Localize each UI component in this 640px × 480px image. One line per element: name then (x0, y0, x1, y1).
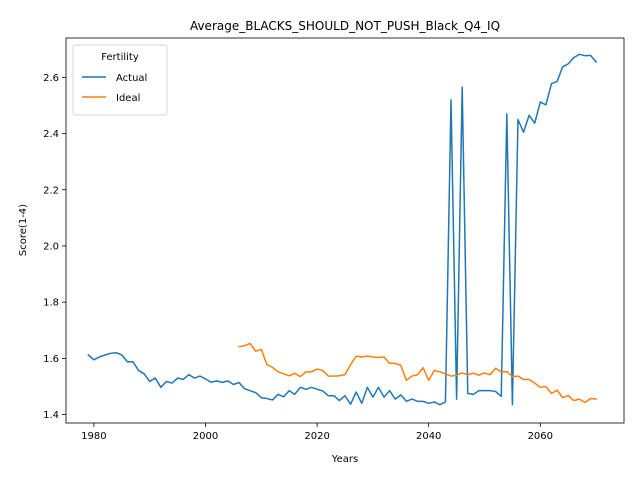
series-line-ideal (238, 342, 597, 404)
y-tick-label: 2.4 (43, 129, 59, 140)
series-line-actual (87, 53, 598, 406)
y-tick-label: 2.2 (43, 185, 59, 196)
x-tick-label: 2000 (193, 431, 218, 442)
y-tick-label: 2.6 (43, 73, 59, 84)
legend-label-actual: Actual (116, 73, 147, 84)
x-tick-label: 1980 (81, 431, 106, 442)
y-tick-label: 2.0 (43, 241, 59, 252)
chart-title: Average_BLACKS_SHOULD_NOT_PUSH_Black_Q4_… (190, 19, 500, 33)
x-tick-label: 2060 (528, 431, 553, 442)
x-axis-title: Years (331, 454, 358, 465)
legend-title: Fertility (101, 52, 139, 63)
y-tick-label: 1.4 (43, 410, 59, 421)
legend: Fertility Actual Ideal (72, 44, 168, 116)
x-tick-label: 2020 (304, 431, 329, 442)
x-tick-label: 2040 (416, 431, 441, 442)
y-axis-title: Score(1-4) (18, 204, 29, 256)
y-tick-label: 1.8 (43, 298, 59, 309)
plot-area: 1980 2000 2020 2040 2060 1.4 1.6 1.8 2.0 2.2 2.4 2.… (43, 53, 598, 442)
y-tick-label: 1.6 (43, 354, 59, 365)
plot-frame (65, 37, 625, 424)
legend-label-ideal: Ideal (116, 93, 140, 104)
